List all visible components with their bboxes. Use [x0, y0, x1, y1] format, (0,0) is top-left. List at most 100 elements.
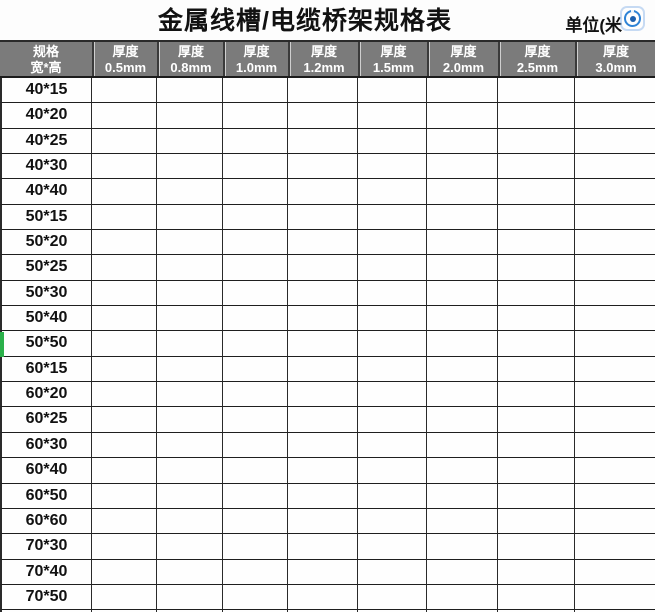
data-cell[interactable]	[358, 432, 427, 459]
data-cell[interactable]	[223, 230, 288, 256]
data-cell[interactable]	[92, 382, 157, 408]
data-cell[interactable]	[427, 103, 498, 129]
data-cell[interactable]	[498, 584, 575, 611]
row-label-cell[interactable]: 40*20	[0, 103, 92, 129]
data-cell[interactable]	[223, 483, 288, 509]
data-cell[interactable]	[157, 432, 223, 459]
data-cell[interactable]	[92, 306, 157, 332]
data-cell[interactable]	[223, 179, 288, 205]
data-cell[interactable]	[92, 559, 157, 585]
row-label-cell[interactable]: 40*30	[0, 154, 92, 180]
data-cell[interactable]	[223, 407, 288, 433]
data-cell[interactable]	[288, 103, 358, 129]
data-cell[interactable]	[427, 230, 498, 256]
data-cell[interactable]	[288, 179, 358, 205]
data-cell[interactable]	[223, 255, 288, 281]
row-label-cell[interactable]: 50*20	[0, 230, 92, 256]
data-cell[interactable]	[358, 255, 427, 281]
data-cell[interactable]	[288, 458, 358, 484]
data-cell[interactable]	[92, 204, 157, 231]
data-cell[interactable]	[498, 78, 575, 104]
data-cell[interactable]	[288, 483, 358, 509]
row-label-cell[interactable]: 70*40	[0, 559, 92, 585]
row-label-cell[interactable]: 40*15	[0, 78, 92, 104]
data-cell[interactable]	[157, 508, 223, 535]
data-cell[interactable]	[288, 280, 358, 307]
data-cell[interactable]	[288, 78, 358, 104]
data-cell[interactable]	[223, 584, 288, 611]
data-cell[interactable]	[157, 407, 223, 433]
data-cell[interactable]	[575, 306, 655, 332]
data-cell[interactable]	[358, 154, 427, 180]
data-cell[interactable]	[575, 128, 655, 155]
data-cell[interactable]	[575, 204, 655, 231]
data-cell[interactable]	[498, 255, 575, 281]
row-label-cell[interactable]: 50*40	[0, 306, 92, 332]
data-cell[interactable]	[223, 534, 288, 560]
data-cell[interactable]	[288, 610, 358, 612]
data-cell[interactable]	[575, 255, 655, 281]
data-cell[interactable]	[223, 356, 288, 383]
data-cell[interactable]	[223, 78, 288, 104]
row-label-cell[interactable]: 50*50	[0, 331, 92, 357]
data-cell[interactable]	[427, 559, 498, 585]
data-cell[interactable]	[498, 559, 575, 585]
data-cell[interactable]	[92, 255, 157, 281]
data-cell[interactable]	[358, 78, 427, 104]
data-cell[interactable]	[288, 255, 358, 281]
camera-icon[interactable]	[622, 8, 643, 29]
data-cell[interactable]	[92, 534, 157, 560]
data-cell[interactable]	[427, 331, 498, 357]
data-cell[interactable]	[575, 407, 655, 433]
data-cell[interactable]	[288, 432, 358, 459]
row-label-cell[interactable]: 60*25	[0, 407, 92, 433]
data-cell[interactable]	[92, 103, 157, 129]
data-cell[interactable]	[92, 280, 157, 307]
data-cell[interactable]	[92, 610, 157, 612]
data-cell[interactable]	[498, 331, 575, 357]
data-cell[interactable]	[92, 356, 157, 383]
row-label-cell[interactable]: 50*30	[0, 280, 92, 307]
data-cell[interactable]	[92, 154, 157, 180]
data-cell[interactable]	[358, 382, 427, 408]
data-cell[interactable]	[427, 204, 498, 231]
data-cell[interactable]	[358, 179, 427, 205]
data-cell[interactable]	[157, 103, 223, 129]
row-label-cell[interactable]: 60*60	[0, 508, 92, 535]
row-label-cell[interactable]: 60*50	[0, 483, 92, 509]
data-cell[interactable]	[157, 610, 223, 612]
data-cell[interactable]	[157, 128, 223, 155]
data-cell[interactable]	[498, 432, 575, 459]
data-cell[interactable]	[223, 154, 288, 180]
data-cell[interactable]	[358, 128, 427, 155]
data-cell[interactable]	[427, 78, 498, 104]
row-label-cell[interactable]	[0, 610, 92, 612]
data-cell[interactable]	[92, 432, 157, 459]
data-cell[interactable]	[358, 280, 427, 307]
data-cell[interactable]	[427, 432, 498, 459]
data-cell[interactable]	[288, 559, 358, 585]
data-cell[interactable]	[498, 458, 575, 484]
data-cell[interactable]	[288, 508, 358, 535]
data-cell[interactable]	[157, 584, 223, 611]
data-cell[interactable]	[223, 610, 288, 612]
data-cell[interactable]	[498, 508, 575, 535]
data-cell[interactable]	[288, 584, 358, 611]
data-cell[interactable]	[288, 230, 358, 256]
data-cell[interactable]	[427, 179, 498, 205]
data-cell[interactable]	[223, 204, 288, 231]
data-cell[interactable]	[223, 331, 288, 357]
data-cell[interactable]	[498, 610, 575, 612]
data-cell[interactable]	[157, 483, 223, 509]
data-cell[interactable]	[575, 610, 655, 612]
data-cell[interactable]	[157, 331, 223, 357]
data-cell[interactable]	[575, 458, 655, 484]
data-cell[interactable]	[358, 204, 427, 231]
data-cell[interactable]	[223, 280, 288, 307]
data-cell[interactable]	[157, 559, 223, 585]
data-cell[interactable]	[288, 306, 358, 332]
data-cell[interactable]	[498, 230, 575, 256]
data-cell[interactable]	[427, 382, 498, 408]
data-cell[interactable]	[92, 458, 157, 484]
data-cell[interactable]	[498, 483, 575, 509]
